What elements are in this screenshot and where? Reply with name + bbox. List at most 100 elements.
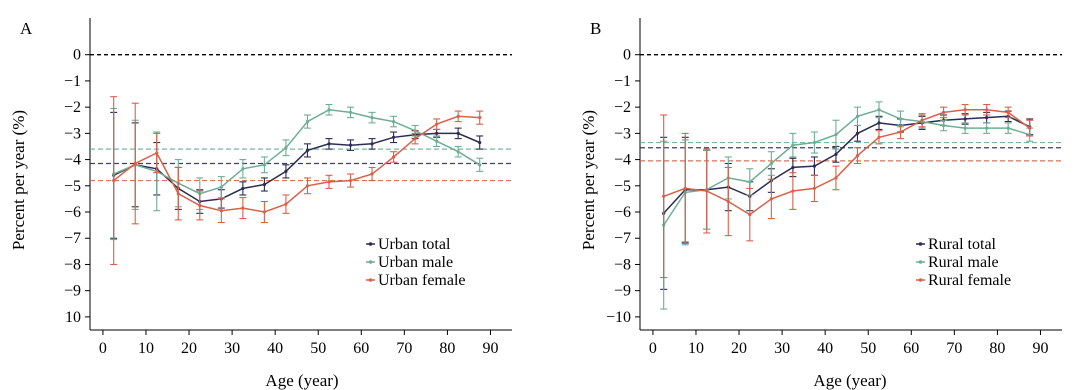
- data-point: [241, 206, 245, 210]
- series-line: [663, 109, 1030, 226]
- y-axis-title: Percent per year (%): [579, 110, 598, 250]
- y-tick-label: −2: [64, 99, 81, 116]
- data-point: [435, 139, 439, 143]
- data-point: [985, 116, 989, 120]
- x-tick-label: 70: [946, 340, 962, 357]
- data-point: [198, 203, 202, 208]
- y-tick-label: 0: [73, 47, 81, 64]
- data-point: [855, 114, 860, 118]
- x-tick-label: 60: [903, 340, 919, 357]
- x-axis-title: Age (year): [265, 371, 338, 390]
- x-tick-label: 80: [439, 340, 455, 357]
- data-point: [176, 192, 180, 196]
- data-point: [1006, 126, 1010, 130]
- data-point: [941, 110, 946, 114]
- data-point: [812, 164, 816, 168]
- data-point: [370, 172, 374, 176]
- data-point: [305, 148, 310, 153]
- series-urban-female: [110, 96, 484, 266]
- data-point: [370, 142, 374, 146]
- panel-label: A: [20, 19, 33, 38]
- data-point: [834, 152, 838, 156]
- data-point: [391, 119, 396, 124]
- legend-label: Rural total: [928, 236, 997, 253]
- y-tick-label: 0: [623, 47, 631, 64]
- data-point: [241, 167, 245, 171]
- data-point: [284, 202, 288, 206]
- data-point: [963, 117, 967, 121]
- data-point: [769, 161, 773, 166]
- data-point: [834, 176, 838, 180]
- data-point: [963, 108, 967, 112]
- data-point: [413, 137, 417, 141]
- y-tick-label: −5: [64, 178, 81, 195]
- data-point: [963, 126, 967, 130]
- data-point: [327, 142, 331, 146]
- data-point: [370, 116, 374, 120]
- y-tick-label: 10: [65, 309, 81, 326]
- data-point: [348, 178, 353, 183]
- data-point: [748, 180, 752, 184]
- data-point: [478, 163, 482, 167]
- data-point: [262, 182, 266, 187]
- data-point: [435, 131, 439, 135]
- x-tick-label: 10: [138, 340, 154, 357]
- y-tick-label: −1: [614, 73, 631, 90]
- data-point: [683, 186, 687, 191]
- x-tick-label: 70: [396, 340, 412, 357]
- data-point: [941, 123, 946, 128]
- y-tick-label: −9: [614, 283, 631, 300]
- data-point: [791, 189, 795, 193]
- data-point: [791, 165, 795, 170]
- series-rural-female: [660, 103, 1034, 279]
- data-point: [1028, 126, 1032, 130]
- data-point: [855, 154, 860, 158]
- x-tick-label: 50: [860, 340, 876, 357]
- x-tick-label: 0: [649, 340, 657, 357]
- x-tick-label: 0: [99, 340, 107, 357]
- data-point: [748, 213, 752, 217]
- y-tick-label: −4: [64, 152, 81, 169]
- series-line: [663, 115, 1031, 214]
- data-point: [877, 121, 881, 125]
- y-tick-label: −4: [614, 152, 631, 169]
- data-point: [155, 151, 159, 155]
- y-tick-label: −5: [614, 178, 631, 195]
- data-point: [812, 140, 816, 145]
- x-tick-label: 40: [267, 340, 283, 357]
- y-tick-label: −3: [64, 125, 81, 142]
- y-tick-label: −7: [64, 230, 81, 247]
- legend-marker: [368, 242, 373, 246]
- data-point: [284, 169, 288, 173]
- data-point: [898, 117, 903, 121]
- x-tick-label: 50: [310, 340, 326, 357]
- x-tick-label: 80: [989, 340, 1005, 357]
- data-point: [705, 189, 709, 193]
- data-point: [435, 122, 439, 126]
- y-tick-label: −10: [606, 309, 631, 326]
- data-point: [305, 119, 310, 124]
- series-line: [113, 132, 480, 203]
- data-point: [305, 184, 310, 188]
- y-tick-label: −6: [64, 204, 81, 221]
- data-point: [241, 186, 245, 191]
- data-point: [791, 143, 795, 147]
- data-point: [478, 116, 482, 120]
- series-line: [113, 115, 480, 213]
- chart-panel-b: B 0 −1 −2 −3 −4 −5 −6 −7 −8 −9 −10 0 10 20 30 40 50 60 70 80…: [579, 18, 1062, 390]
- y-axis-title: Percent per year (%): [9, 110, 28, 250]
- data-point: [726, 199, 730, 204]
- legend-label: Urban female: [378, 272, 466, 289]
- series-line: [113, 109, 481, 195]
- legend-marker: [918, 260, 923, 264]
- panel-label: B: [590, 19, 601, 38]
- data-point: [327, 108, 331, 112]
- data-point: [133, 161, 137, 166]
- x-tick-label: 60: [353, 340, 369, 357]
- data-point: [877, 108, 881, 112]
- data-point: [662, 194, 666, 198]
- data-point: [834, 133, 838, 137]
- data-point: [985, 108, 989, 112]
